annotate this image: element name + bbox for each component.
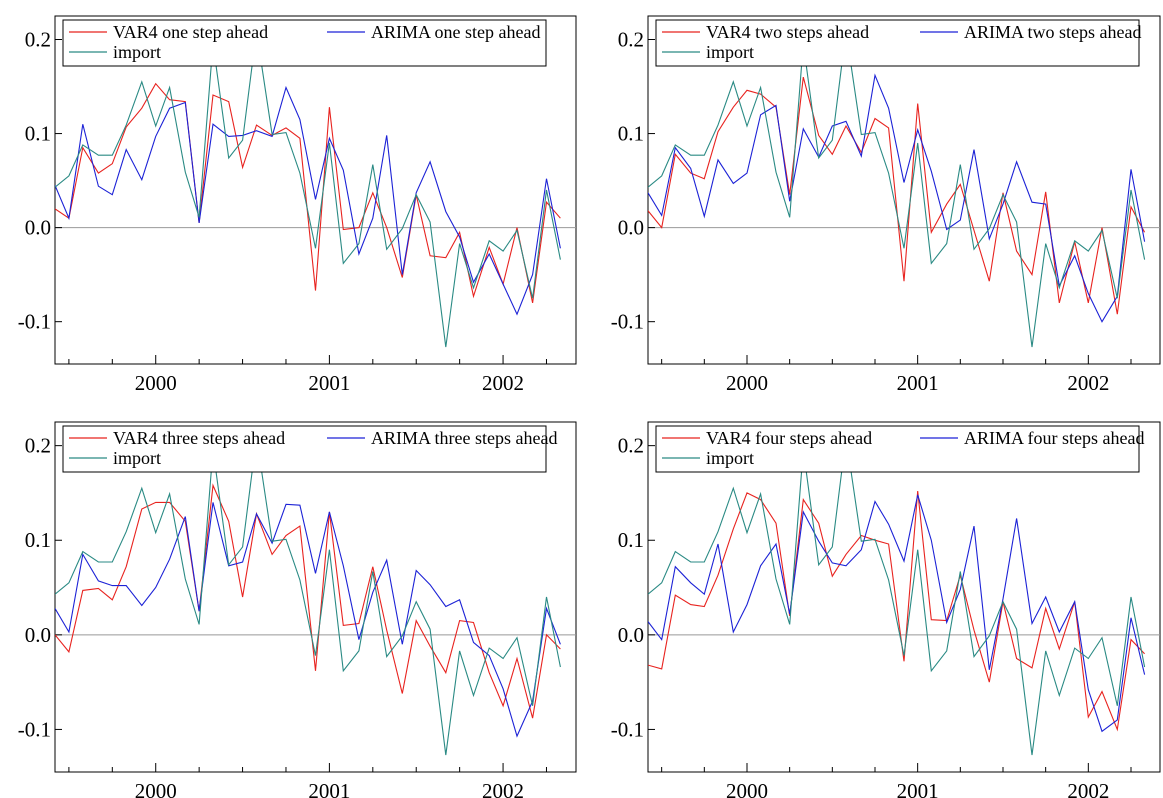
x-tick-label: 2002 — [482, 371, 524, 395]
legend-label-import: import — [706, 42, 754, 62]
legend-box — [655, 425, 1140, 473]
plot-frame — [54, 15, 577, 365]
legend-label-arima: ARIMA four steps ahead — [964, 428, 1144, 448]
series-line-import — [648, 30, 1146, 348]
chart-panel-2: -0.1 0.0 0.1 0.2 2000 2001 2002 VAR4 two steps … — [611, 15, 1161, 395]
series-line-import — [648, 437, 1146, 756]
y-tick-label: 0.0 — [618, 623, 644, 647]
y-tick-label: 0.2 — [25, 434, 51, 458]
series-line-import — [55, 437, 561, 756]
x-tick-label: 2000 — [135, 371, 177, 395]
y-tick-label: 0.0 — [618, 216, 644, 240]
series-line-arima — [55, 85, 561, 316]
chart-panel-1: -0.1 0.0 0.1 0.2 2000 2001 2002 VAR4 one step a… — [18, 15, 577, 395]
legend-label-arima: ARIMA three steps ahead — [371, 428, 557, 448]
legend-label-arima: ARIMA one step ahead — [371, 22, 540, 42]
y-tick-label: 0.2 — [618, 28, 644, 52]
chart-panel-4: -0.1 0.0 0.1 0.2 2000 2001 2002 VAR4 four steps… — [611, 421, 1161, 798]
legend-label-import: import — [706, 448, 754, 468]
legend-box — [62, 19, 547, 67]
x-tick-label: 2001 — [897, 371, 939, 395]
legend-label-var4: VAR4 one step ahead — [113, 22, 268, 42]
x-tick-label: 2002 — [1067, 779, 1109, 798]
x-tick-label: 2002 — [1067, 371, 1109, 395]
x-tick-label: 2001 — [308, 371, 350, 395]
y-tick-label: 0.2 — [618, 434, 644, 458]
legend-label-import: import — [113, 42, 161, 62]
y-tick-label: 0.1 — [25, 528, 51, 552]
y-tick-label: 0.1 — [25, 122, 51, 146]
series-line-var4 — [55, 483, 561, 719]
legend-box — [655, 19, 1140, 67]
y-tick-label: 0.2 — [25, 28, 51, 52]
plot-frame — [647, 421, 1161, 773]
series-line-arima — [55, 502, 561, 738]
series-line-var4 — [648, 76, 1146, 315]
y-tick-label: -0.1 — [18, 717, 51, 741]
series-line-arima — [648, 494, 1146, 733]
plot-frame — [647, 15, 1161, 365]
y-tick-label: 0.0 — [25, 216, 51, 240]
x-tick-label: 2001 — [897, 779, 939, 798]
legend-label-var4: VAR4 three steps ahead — [113, 428, 285, 448]
legend-label-arima: ARIMA two steps ahead — [964, 22, 1141, 42]
series-line-var4 — [55, 82, 561, 304]
y-tick-label: -0.1 — [18, 310, 51, 334]
legend-label-import: import — [113, 448, 161, 468]
y-tick-label: 0.0 — [25, 623, 51, 647]
x-tick-label: 2000 — [726, 371, 768, 395]
y-tick-label: 0.1 — [618, 528, 644, 552]
y-tick-label: -0.1 — [611, 310, 644, 334]
x-tick-label: 2000 — [726, 779, 768, 798]
y-tick-label: 0.1 — [618, 122, 644, 146]
plot-frame — [54, 421, 577, 773]
series-line-import — [55, 30, 561, 348]
legend-label-var4: VAR4 two steps ahead — [706, 22, 869, 42]
series-line-var4 — [648, 491, 1145, 732]
x-tick-label: 2000 — [135, 779, 177, 798]
chart-panel-3: -0.1 0.0 0.1 0.2 2000 2001 2002 VAR4 three step… — [18, 421, 577, 798]
legend-box — [62, 425, 547, 473]
y-tick-label: -0.1 — [611, 717, 644, 741]
legend-label-var4: VAR4 four steps ahead — [706, 428, 872, 448]
x-tick-label: 2001 — [308, 779, 350, 798]
x-tick-label: 2002 — [482, 779, 524, 798]
